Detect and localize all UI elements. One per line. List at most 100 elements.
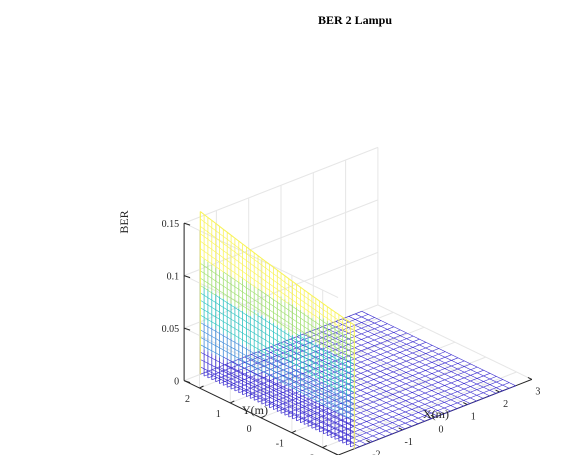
surface-mesh-line bbox=[327, 406, 332, 409]
surface-mesh-line bbox=[250, 377, 255, 381]
surface-mesh-line bbox=[311, 385, 316, 389]
surface-mesh-line bbox=[284, 307, 289, 311]
grid-line-x-floor bbox=[377, 304, 533, 380]
surface-mesh-line bbox=[207, 370, 212, 373]
x-tick-label: -1 bbox=[405, 437, 413, 448]
surface-mesh-line bbox=[350, 339, 355, 342]
surface-mesh-line bbox=[315, 357, 320, 361]
surface-mesh-line bbox=[230, 381, 236, 385]
surface-mesh-line bbox=[261, 331, 266, 334]
surface-mesh-line bbox=[323, 386, 328, 390]
surface-mesh-line bbox=[304, 422, 310, 425]
surface-mesh-line bbox=[334, 329, 340, 333]
surface-mesh-line bbox=[284, 313, 289, 317]
surface-top-edge bbox=[280, 272, 286, 277]
surface-mesh-line bbox=[227, 337, 232, 341]
surface-mesh-line bbox=[300, 336, 305, 340]
surface-mesh-line bbox=[277, 353, 282, 357]
surface-mesh-line bbox=[223, 300, 228, 303]
surface-mesh-line bbox=[219, 381, 226, 384]
surface-mesh-line bbox=[288, 303, 293, 307]
surface-mesh-line bbox=[230, 346, 236, 350]
surface-mesh-line bbox=[314, 363, 471, 426]
surface-mesh-line bbox=[238, 337, 243, 341]
surface-mesh-line bbox=[292, 416, 299, 420]
surface-mesh-line bbox=[269, 303, 274, 307]
surface-mesh-line bbox=[215, 280, 220, 284]
surface-mesh-line bbox=[200, 248, 205, 252]
x-tick-mark bbox=[366, 439, 371, 443]
surface-mesh-line bbox=[234, 362, 239, 366]
surface-mesh-line bbox=[211, 350, 216, 354]
surface-mesh-line bbox=[288, 284, 293, 289]
surface-mesh-line bbox=[323, 368, 328, 372]
surface-mesh-line bbox=[230, 325, 236, 329]
surface-mesh-line bbox=[315, 351, 320, 355]
surface-mesh-line bbox=[250, 337, 255, 341]
surface-mesh-line bbox=[288, 309, 293, 313]
surface-mesh-line bbox=[319, 312, 324, 316]
surface-mesh-line bbox=[203, 258, 209, 262]
surface-mesh-line bbox=[254, 373, 259, 376]
surface-mesh-line bbox=[338, 435, 343, 438]
surface-mesh-line bbox=[203, 243, 209, 247]
surface-mesh-line bbox=[205, 311, 362, 373]
surface-mesh-line bbox=[288, 347, 293, 351]
surface-mesh-line bbox=[269, 335, 274, 339]
surface-mesh-line bbox=[219, 268, 224, 273]
surface-mesh-line bbox=[223, 356, 228, 360]
surface-mesh-line bbox=[296, 302, 301, 306]
surface-mesh-line bbox=[300, 354, 305, 358]
surface-mesh-line bbox=[273, 305, 278, 309]
surface-mesh-line bbox=[307, 341, 313, 345]
surface-mesh-line bbox=[242, 367, 247, 370]
surface-mesh-line bbox=[254, 319, 259, 323]
surface-mesh-line bbox=[234, 265, 239, 269]
surface-mesh-line bbox=[203, 361, 209, 364]
surface-mesh-line bbox=[280, 410, 287, 414]
surface-mesh-line bbox=[342, 368, 347, 372]
y-tick-mark bbox=[199, 385, 204, 389]
surface-mesh-line bbox=[215, 251, 220, 256]
surface-mesh-line bbox=[327, 312, 332, 316]
surface-mesh-line bbox=[307, 328, 313, 333]
surface-mesh-line bbox=[207, 275, 212, 279]
surface-mesh-line bbox=[238, 323, 243, 327]
surface-mesh-line bbox=[200, 300, 205, 303]
surface-mesh-line bbox=[346, 387, 351, 391]
surface-mesh-line bbox=[273, 383, 278, 387]
y-tick-label: -1 bbox=[276, 439, 284, 450]
surface-mesh-line bbox=[346, 404, 351, 408]
surface-mesh-line bbox=[346, 365, 351, 368]
surface-mesh-line bbox=[346, 382, 351, 385]
surface-mesh-line bbox=[311, 421, 316, 425]
surface-mesh-line bbox=[269, 316, 274, 320]
surface-top-edge bbox=[273, 266, 278, 271]
surface-mesh-line bbox=[277, 379, 282, 382]
surface-mesh-line bbox=[207, 290, 212, 294]
surface-mesh-line bbox=[242, 380, 247, 384]
surface-mesh-line bbox=[207, 348, 212, 352]
surface-mesh-line bbox=[215, 338, 220, 341]
surface-mesh-line bbox=[277, 385, 282, 389]
surface-mesh-line bbox=[234, 321, 239, 325]
surface-mesh-line bbox=[261, 264, 266, 269]
surface-mesh-line bbox=[265, 403, 272, 407]
surface-mesh-line bbox=[280, 368, 286, 372]
surface-mesh-line bbox=[323, 315, 328, 319]
surface-mesh-line bbox=[296, 346, 301, 350]
surface-mesh-line bbox=[330, 367, 336, 371]
surface-mesh-line bbox=[207, 253, 212, 257]
surface-mesh-line bbox=[342, 437, 347, 440]
surface-mesh-line bbox=[215, 316, 220, 320]
surface-mesh-line bbox=[257, 308, 263, 312]
surface-mesh-line bbox=[307, 335, 313, 339]
surface-mesh-line bbox=[350, 390, 355, 393]
surface-mesh-line bbox=[277, 276, 282, 280]
surface-mesh-line bbox=[300, 403, 305, 407]
surface-mesh-line bbox=[230, 339, 236, 343]
surface-mesh-line bbox=[238, 247, 243, 252]
surface-mesh-line bbox=[350, 412, 355, 416]
surface-mesh-line bbox=[342, 440, 349, 444]
